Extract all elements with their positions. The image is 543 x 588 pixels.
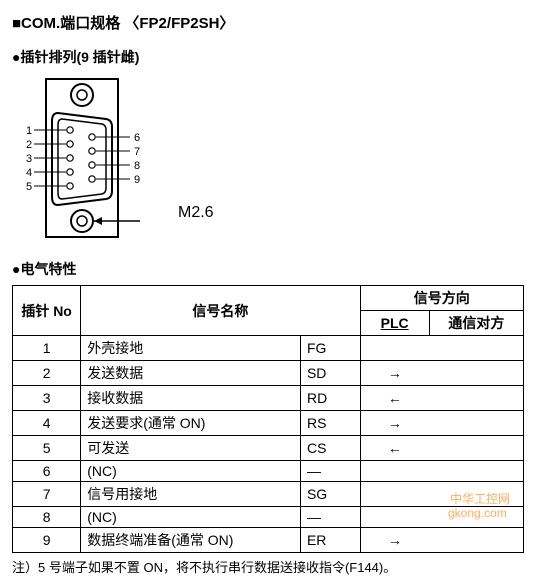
cell-dir-plc: ←	[360, 436, 429, 461]
cell-dir-plc: →	[360, 361, 429, 386]
pin-label-7: 7	[134, 146, 140, 158]
cell-dir-peer	[429, 361, 523, 386]
cell-signal-name: 发送数据	[81, 361, 301, 386]
cell-pin-no: 2	[13, 361, 81, 386]
cell-dir-plc	[360, 507, 429, 528]
pin-layout-heading: ●插针排列(9 插针雌)	[12, 47, 531, 67]
th-pin-no: 插针 No	[13, 286, 81, 336]
cell-signal-name: 可发送	[81, 436, 301, 461]
cell-signal-name: 接收数据	[81, 386, 301, 411]
table-row: 3接收数据RD←	[13, 386, 524, 411]
cell-signal-name: (NC)	[81, 507, 301, 528]
table-row: 9数据终端准备(通常 ON)ER→	[13, 528, 524, 553]
cell-dir-peer	[429, 336, 523, 361]
screw-spec-label: M2.6	[178, 204, 214, 222]
cell-dir-plc	[360, 461, 429, 482]
cell-signal-abbr: —	[300, 507, 360, 528]
watermark-bottom: gkong.com	[448, 506, 507, 520]
cell-signal-abbr: SG	[300, 482, 360, 507]
table-row: 6(NC)—	[13, 461, 524, 482]
pin-label-5: 5	[26, 181, 32, 193]
th-direction-group: 信号方向	[360, 286, 524, 311]
cell-signal-abbr: CS	[300, 436, 360, 461]
footnote: 注）5 号端子如果不置 ON，将不执行串行数据送接收指令(F144)。	[12, 557, 531, 576]
pin-label-2: 2	[26, 139, 32, 151]
table-row: 4发送要求(通常 ON)RS→	[13, 411, 524, 436]
cell-signal-name: 外壳接地	[81, 336, 301, 361]
cell-signal-name: (NC)	[81, 461, 301, 482]
cell-dir-plc: →	[360, 411, 429, 436]
cell-signal-abbr: RS	[300, 411, 360, 436]
connector-figure: 1 2 3 4 5 6 7 8 9 M2.6	[12, 73, 531, 243]
cell-signal-abbr: SD	[300, 361, 360, 386]
cell-dir-plc: →	[360, 528, 429, 553]
pin-label-9: 9	[134, 174, 140, 186]
cell-pin-no: 8	[13, 507, 81, 528]
pin-label-1: 1	[26, 125, 32, 137]
cell-pin-no: 1	[13, 336, 81, 361]
cell-dir-plc: ←	[360, 386, 429, 411]
cell-dir-peer	[429, 528, 523, 553]
table-row: 1外壳接地FG	[13, 336, 524, 361]
pin-label-8: 8	[134, 160, 140, 172]
cell-dir-plc	[360, 336, 429, 361]
cell-pin-no: 5	[13, 436, 81, 461]
db9-connector-diagram: 1 2 3 4 5 6 7 8 9	[12, 73, 172, 243]
cell-pin-no: 4	[13, 411, 81, 436]
cell-pin-no: 7	[13, 482, 81, 507]
cell-signal-name: 数据终端准备(通常 ON)	[81, 528, 301, 553]
table-row: 8(NC)—	[13, 507, 524, 528]
page-title: ■COM.端口规格 〈FP2/FP2SH〉	[12, 12, 531, 33]
cell-signal-abbr: —	[300, 461, 360, 482]
cell-dir-peer	[429, 411, 523, 436]
th-peer: 通信对方	[429, 311, 523, 336]
table-row: 2发送数据SD→	[13, 361, 524, 386]
table-row: 7信号用接地SG	[13, 482, 524, 507]
electrical-heading: ●电气特性	[12, 259, 531, 279]
cell-pin-no: 3	[13, 386, 81, 411]
cell-pin-no: 6	[13, 461, 81, 482]
table-row: 5可发送CS←	[13, 436, 524, 461]
watermark-top: 中华工控网	[450, 490, 510, 507]
cell-dir-peer	[429, 386, 523, 411]
cell-dir-peer	[429, 461, 523, 482]
cell-pin-no: 9	[13, 528, 81, 553]
cell-signal-abbr: FG	[300, 336, 360, 361]
cell-signal-name: 信号用接地	[81, 482, 301, 507]
pin-label-4: 4	[26, 167, 32, 179]
cell-signal-abbr: ER	[300, 528, 360, 553]
pin-label-3: 3	[26, 153, 32, 165]
cell-signal-abbr: RD	[300, 386, 360, 411]
th-signal-name: 信号名称	[81, 286, 360, 336]
th-plc: PLC	[360, 311, 429, 336]
cell-dir-plc	[360, 482, 429, 507]
pin-label-6: 6	[134, 132, 140, 144]
cell-dir-peer	[429, 436, 523, 461]
cell-signal-name: 发送要求(通常 ON)	[81, 411, 301, 436]
